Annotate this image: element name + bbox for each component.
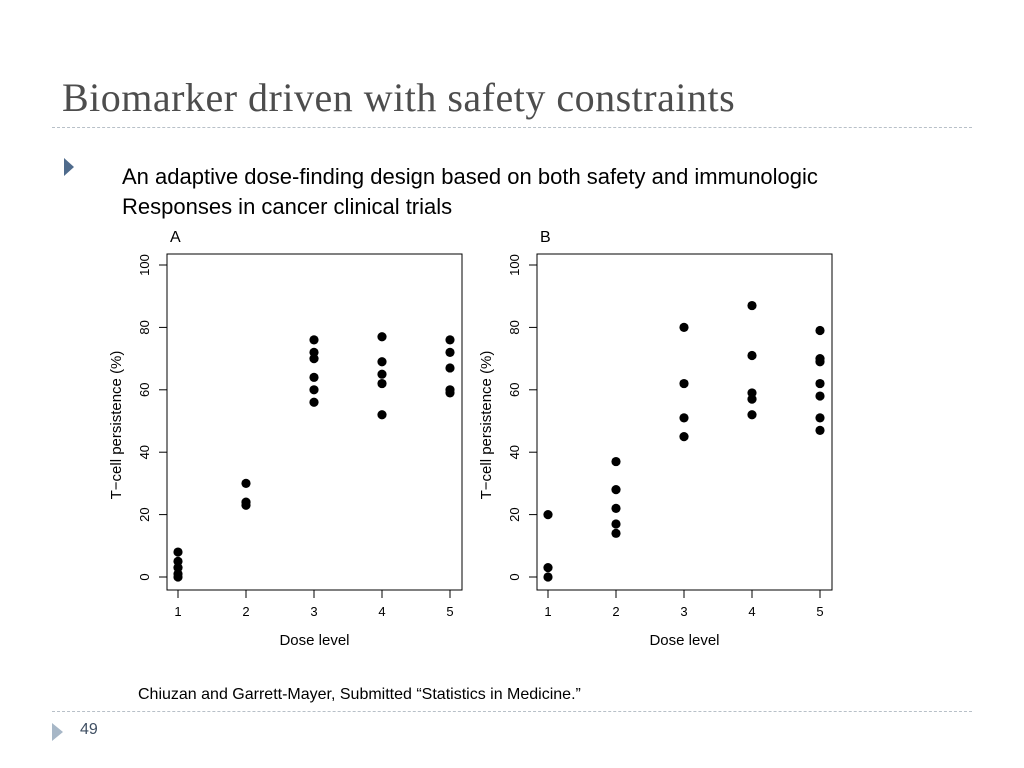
data-point — [445, 388, 455, 398]
y-tick-label: 60 — [507, 383, 522, 397]
data-point — [611, 528, 621, 538]
data-point — [309, 354, 319, 364]
data-point — [377, 378, 387, 389]
x-tick-label: 5 — [816, 604, 823, 619]
data-point — [611, 519, 621, 529]
panel-label: A — [170, 229, 181, 246]
data-point — [679, 413, 689, 423]
data-point — [815, 325, 825, 336]
y-tick-label: 20 — [507, 507, 522, 521]
title-divider — [52, 127, 972, 128]
x-tick-label: 2 — [242, 604, 249, 619]
x-tick-label: 3 — [680, 604, 687, 619]
data-point — [445, 363, 455, 373]
plot-frame — [166, 253, 463, 591]
data-point — [543, 563, 553, 573]
y-tick-label: 20 — [137, 507, 152, 521]
data-point — [377, 369, 387, 379]
data-point — [747, 300, 757, 311]
page-number: 49 — [80, 721, 98, 738]
slide-title: Biomarker driven with safety constraints — [62, 75, 736, 120]
x-tick-label: 4 — [378, 604, 385, 619]
data-point — [679, 432, 689, 442]
data-point — [543, 572, 553, 582]
x-tick-label: 5 — [446, 604, 453, 619]
subtitle-line-1: An adaptive dose-finding design based on… — [122, 164, 818, 189]
citation: Chiuzan and Garrett-Mayer, Submitted “St… — [138, 686, 581, 703]
x-tick-label: 1 — [174, 604, 181, 619]
data-point — [815, 391, 825, 401]
data-point — [815, 378, 825, 389]
data-point — [309, 385, 319, 395]
footer-divider — [52, 711, 972, 712]
data-point — [747, 350, 757, 361]
data-point — [309, 372, 319, 382]
data-point — [241, 478, 251, 488]
y-tick-label: 0 — [137, 573, 152, 580]
slide-subtitle: An adaptive dose-finding design based on… — [122, 162, 818, 222]
data-point — [679, 378, 689, 389]
x-tick-label: 3 — [310, 604, 317, 619]
x-axis-label: Dose level — [649, 632, 719, 649]
subtitle-line-2: Responses in cancer clinical trials — [122, 194, 453, 219]
data-point — [173, 547, 183, 557]
y-tick-label: 40 — [137, 445, 152, 459]
y-axis-label: T−cell persistence (%) — [478, 351, 495, 500]
x-axis-label: Dose level — [279, 632, 349, 649]
y-axis-label: T−cell persistence (%) — [108, 351, 125, 500]
scatter-plot-b: B 1 2 3 4 5 0 20 40 60 80 100 Dose level T−cell persi… — [478, 229, 833, 649]
data-point — [309, 335, 319, 345]
data-point — [377, 410, 387, 420]
y-tick-label: 80 — [507, 320, 522, 334]
data-point — [543, 510, 553, 520]
data-point — [611, 503, 621, 513]
y-tick-label: 100 — [137, 254, 152, 276]
data-point — [173, 572, 183, 582]
scatter-plot-a: A 1 2 3 4 5 0 20 40 60 80 100 Dose level T−cell persi… — [108, 229, 463, 649]
x-tick-label: 4 — [748, 604, 755, 619]
y-tick-label: 40 — [507, 445, 522, 459]
x-tick-label: 1 — [544, 604, 551, 619]
data-point — [747, 410, 757, 420]
data-point — [241, 500, 251, 510]
data-point — [377, 357, 387, 367]
data-point — [377, 332, 387, 342]
y-tick-label: 80 — [137, 320, 152, 334]
data-point — [445, 347, 455, 357]
data-point — [815, 413, 825, 423]
bullet-arrow-icon — [64, 158, 74, 176]
data-point — [815, 425, 825, 435]
y-tick-label: 0 — [507, 573, 522, 580]
data-point — [445, 335, 455, 345]
data-point — [815, 357, 825, 367]
data-point — [309, 397, 319, 407]
y-tick-label: 60 — [137, 383, 152, 397]
panel-label: B — [540, 229, 551, 246]
data-point — [611, 456, 621, 467]
data-point — [747, 394, 757, 404]
data-point — [611, 485, 621, 495]
y-tick-label: 100 — [507, 254, 522, 276]
footer-arrow-icon — [52, 723, 63, 741]
data-point — [679, 322, 689, 332]
x-tick-label: 2 — [612, 604, 619, 619]
